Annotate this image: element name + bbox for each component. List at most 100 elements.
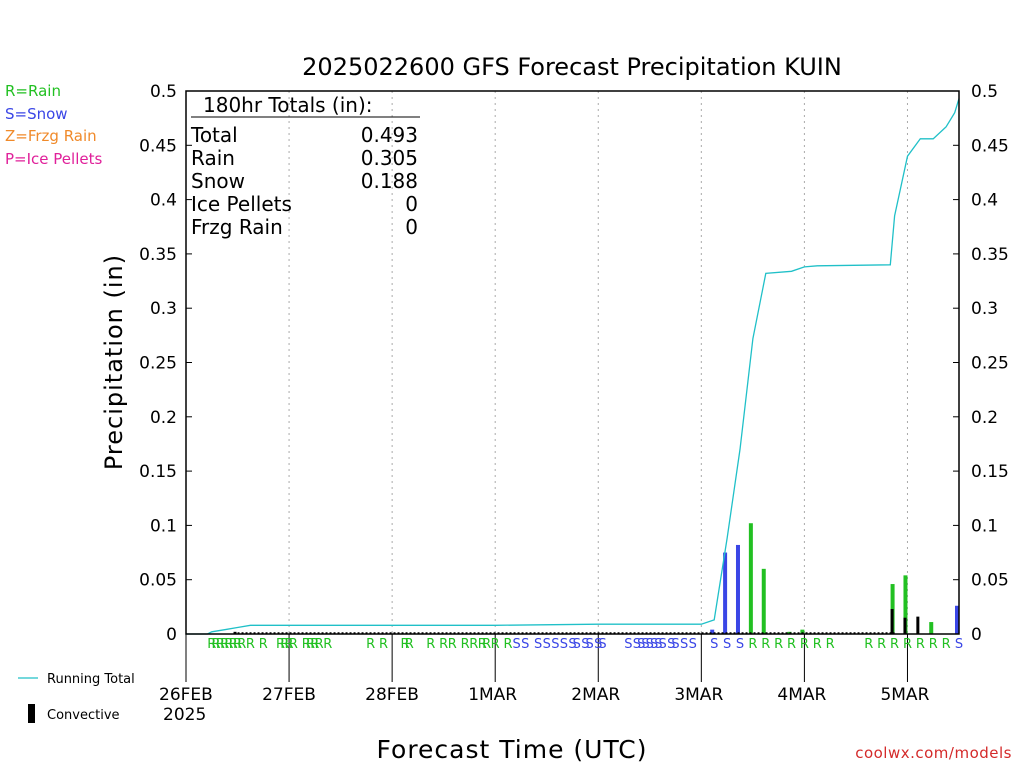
snow-marker: S bbox=[723, 637, 731, 652]
snow-marker: S bbox=[667, 637, 675, 652]
x-axis-label: Forecast Time (UTC) bbox=[377, 735, 648, 764]
rain-marker: R bbox=[877, 637, 886, 652]
rain-marker: R bbox=[302, 637, 311, 652]
rain-marker: R bbox=[366, 637, 375, 652]
rain-bar bbox=[748, 523, 753, 634]
rain-marker: R bbox=[323, 637, 332, 652]
snow-marker: S bbox=[586, 637, 594, 652]
y-axis-left-ticks: 0 0.05 0.1 0.15 0.2 0.25 0.3 0.35 0.4 0.45 0.5 bbox=[139, 82, 192, 645]
convective-bar bbox=[890, 609, 894, 634]
rain-marker: R bbox=[864, 637, 873, 652]
y-tick-label-left: 0.3 bbox=[150, 299, 177, 319]
x-tick-label: 5MAR bbox=[880, 685, 929, 705]
rain-marker: R bbox=[400, 637, 409, 652]
x-tick-label: 4MAR bbox=[777, 685, 826, 705]
y-tick-label-right: 0.3 bbox=[971, 299, 998, 319]
totals-value-snow: 0.188 bbox=[361, 169, 418, 193]
totals-label-total: Total bbox=[190, 123, 238, 147]
snow-marker: S bbox=[513, 637, 521, 652]
snow-marker: S bbox=[650, 637, 658, 652]
totals-value-frzg-rain: 0 bbox=[405, 215, 418, 239]
rain-marker: R bbox=[259, 637, 268, 652]
rain-marker: R bbox=[405, 637, 414, 652]
x-tick-label: 3MAR bbox=[674, 685, 723, 705]
running-total-legend-label: Running Total bbox=[47, 672, 135, 687]
convective-bars bbox=[233, 609, 920, 634]
snow-bar bbox=[723, 552, 728, 634]
x-tick-label: 28FEB bbox=[365, 685, 419, 705]
y-axis-label: Precipitation (in) bbox=[100, 254, 128, 470]
rain-marker: R bbox=[285, 637, 294, 652]
convective-legend-label: Convective bbox=[47, 708, 120, 723]
snow-marker: S bbox=[581, 637, 589, 652]
snow-marker: S bbox=[534, 637, 542, 652]
snow-marker: S bbox=[633, 637, 641, 652]
running-total-line bbox=[186, 98, 960, 635]
convective-bar bbox=[903, 617, 907, 634]
x-tick-label: 1MAR bbox=[468, 685, 517, 705]
y-tick-label-right: 0.2 bbox=[971, 408, 998, 428]
snow-marker: S bbox=[543, 637, 551, 652]
rain-marker: R bbox=[890, 637, 899, 652]
rain-bar bbox=[903, 575, 908, 634]
totals-box: 180hr Totals (in): Total 0.493 Rain 0.30… bbox=[190, 93, 420, 239]
rain-marker: R bbox=[310, 637, 319, 652]
y-tick-label-left: 0.25 bbox=[139, 354, 177, 374]
rain-marker: R bbox=[787, 637, 796, 652]
totals-title: 180hr Totals (in): bbox=[203, 93, 373, 117]
rain-bar bbox=[787, 631, 792, 634]
legend-ice-pellets: P=Ice Pellets bbox=[5, 149, 103, 168]
x-tick-label: 2MAR bbox=[571, 685, 620, 705]
rain-marker: R bbox=[491, 637, 500, 652]
rain-marker: R bbox=[800, 637, 809, 652]
gridlines bbox=[288, 91, 908, 634]
y-tick-label-right: 0.05 bbox=[971, 571, 1009, 591]
x-tick-sublabel: 2025 bbox=[163, 705, 206, 725]
y-tick-label-right: 0.5 bbox=[971, 82, 998, 102]
totals-label-ice-pellets: Ice Pellets bbox=[191, 192, 292, 216]
y-tick-label-left: 0.05 bbox=[139, 571, 177, 591]
y-tick-label-right: 0.4 bbox=[971, 191, 998, 211]
rain-marker: R bbox=[504, 637, 513, 652]
snow-marker: S bbox=[598, 637, 606, 652]
chart-title: 2025022600 GFS Forecast Precipitation KU… bbox=[302, 53, 842, 81]
totals-label-rain: Rain bbox=[191, 146, 235, 170]
convective-bar bbox=[916, 616, 920, 634]
rain-marker: R bbox=[220, 637, 229, 652]
totals-label-snow: Snow bbox=[191, 169, 245, 193]
rain-marker: R bbox=[942, 637, 951, 652]
snow-marker: S bbox=[654, 637, 662, 652]
rain-marker: R bbox=[233, 637, 242, 652]
rain-marker: R bbox=[379, 637, 388, 652]
rain-marker: R bbox=[229, 637, 238, 652]
rain-marker: R bbox=[469, 637, 478, 652]
snow-bar bbox=[735, 544, 740, 634]
x-tick-label: 27FEB bbox=[262, 685, 316, 705]
rain-marker: R bbox=[426, 637, 435, 652]
convective-legend-swatch bbox=[28, 704, 35, 723]
precip-bars bbox=[710, 523, 959, 634]
plot-frame bbox=[185, 90, 960, 635]
snow-marker: S bbox=[521, 637, 529, 652]
snow-marker: S bbox=[736, 637, 744, 652]
rain-marker: R bbox=[237, 637, 246, 652]
rain-marker: R bbox=[207, 637, 216, 652]
rain-marker: R bbox=[761, 637, 770, 652]
rain-marker: R bbox=[439, 637, 448, 652]
snow-marker: S bbox=[710, 637, 718, 652]
legend-frzg-rain: Z=Frzg Rain bbox=[5, 127, 97, 145]
snow-bar bbox=[710, 629, 715, 634]
snow-marker: S bbox=[594, 637, 602, 652]
rain-marker: R bbox=[246, 637, 255, 652]
rain-marker: R bbox=[929, 637, 938, 652]
rain-marker: R bbox=[482, 637, 491, 652]
snow-marker: S bbox=[551, 637, 559, 652]
rain-bar bbox=[761, 568, 766, 634]
snow-marker: S bbox=[624, 637, 632, 652]
rain-marker: R bbox=[916, 637, 925, 652]
y-tick-label-left: 0.1 bbox=[150, 516, 177, 536]
y-tick-label-left: 0.5 bbox=[150, 82, 177, 102]
y-tick-label-right: 0.15 bbox=[971, 462, 1009, 482]
rain-marker: R bbox=[461, 637, 470, 652]
